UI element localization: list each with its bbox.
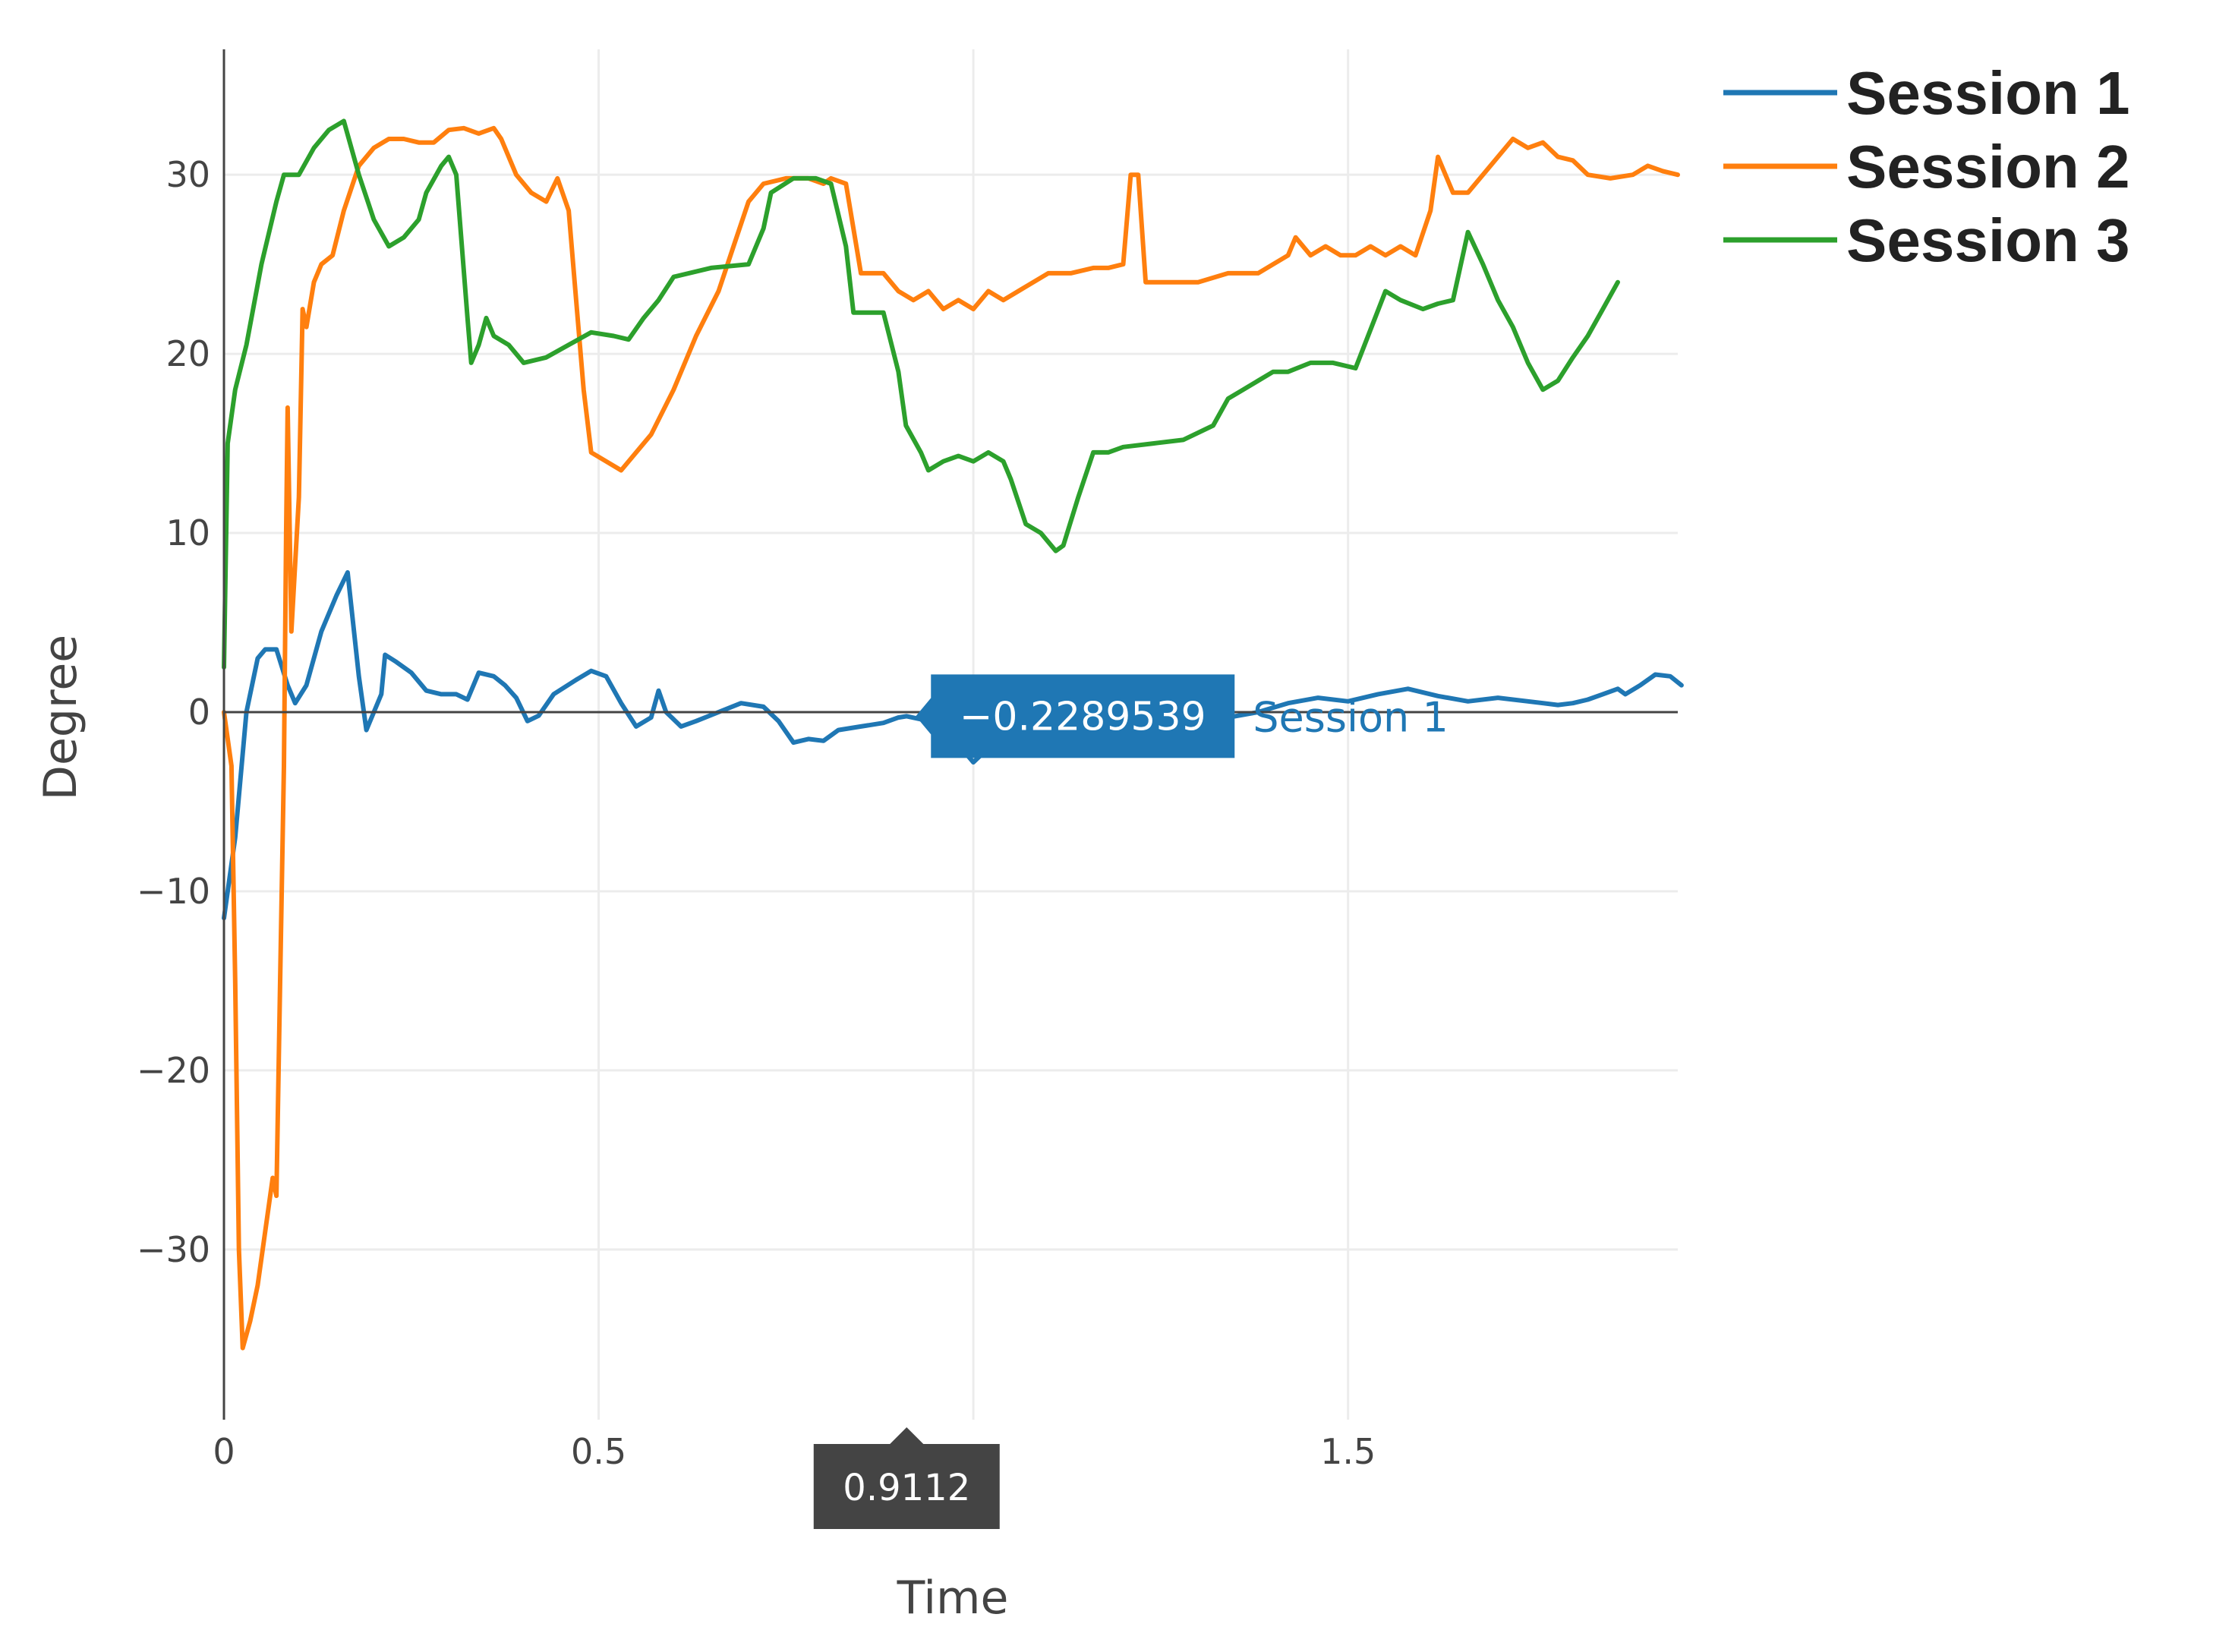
grid	[224, 49, 1678, 1420]
y-tick-label: 20	[166, 333, 210, 374]
y-axis-ticks: 30 20 10 0 −10 −20 −30	[137, 154, 210, 1270]
y-tick-label: −30	[137, 1229, 210, 1270]
series-line-2	[222, 125, 1680, 1351]
hover-value-label: −0.2289539	[960, 694, 1206, 739]
x-tick-label: 0.5	[571, 1431, 626, 1472]
y-tick-label: 0	[188, 692, 210, 733]
hover-value-box	[916, 674, 1235, 758]
x-tick-label: 1.5	[1320, 1431, 1376, 1472]
y-tick-label: −20	[137, 1050, 210, 1091]
series-line-1	[222, 570, 1684, 921]
x-hover-box	[813, 1427, 1000, 1529]
series-lines	[222, 118, 1684, 1351]
legend-label: Session 2	[1846, 133, 2130, 200]
hover-tooltip: −0.2289539 Session 1 0.9112	[813, 674, 1449, 1529]
legend-label: Session 1	[1846, 59, 2130, 127]
x-axis-title: Time	[897, 1572, 1009, 1625]
y-axis-title: Degree	[34, 635, 87, 800]
x-tick-label: 0	[213, 1431, 235, 1472]
legend-item-2[interactable]: Session 2	[1723, 133, 2130, 200]
series-line-3	[222, 118, 1620, 670]
legend-label: Session 3	[1846, 206, 2130, 274]
x-hover-label: 0.9112	[843, 1467, 970, 1509]
y-tick-label: 30	[166, 154, 210, 195]
legend-item-3[interactable]: Session 3	[1723, 206, 2130, 274]
hover-series-label: Session 1	[1253, 693, 1449, 741]
x-axis-ticks: 0 0.5 1.5	[213, 1431, 1376, 1472]
legend-item-1[interactable]: Session 1	[1723, 59, 2130, 127]
y-tick-label: −10	[137, 871, 210, 912]
y-tick-label: 10	[166, 512, 210, 553]
